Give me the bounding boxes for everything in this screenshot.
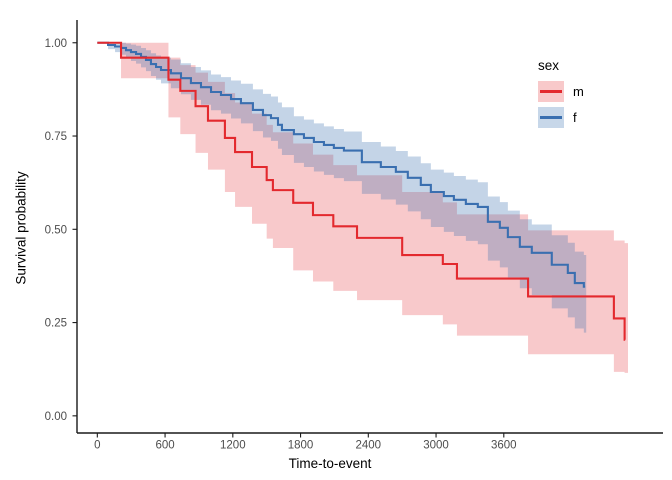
km-line-m bbox=[97, 41, 626, 341]
legend-key-f bbox=[538, 107, 564, 128]
legend-label-f: f bbox=[573, 110, 577, 125]
legend-title: sex bbox=[538, 58, 560, 73]
x-tick-label-0: 0 bbox=[94, 440, 100, 452]
legend-item-f: f bbox=[538, 107, 584, 128]
legend-key-line-m bbox=[540, 90, 562, 93]
x-tick-label-6: 3600 bbox=[491, 440, 517, 452]
legend-label-m: m bbox=[573, 84, 584, 99]
y-tick-label-4: 1.00 bbox=[45, 38, 67, 50]
x-tick-label-1: 600 bbox=[155, 440, 174, 452]
legend-key-line-f bbox=[540, 116, 562, 119]
x-tick-label-3: 1800 bbox=[288, 440, 314, 452]
x-tick-label-2: 1200 bbox=[220, 440, 246, 452]
ci-band-m bbox=[97, 42, 628, 373]
x-tick-label-5: 3000 bbox=[423, 440, 449, 452]
km-line-f bbox=[97, 41, 586, 288]
x-axis-title: Time-to-event bbox=[288, 456, 372, 471]
legend-item-m: m bbox=[538, 81, 584, 102]
legend: sex m f bbox=[538, 58, 584, 133]
y-tick-label-0: 0.00 bbox=[45, 411, 67, 423]
legend-key-m bbox=[538, 81, 564, 102]
y-axis-title: Survival probability bbox=[13, 171, 29, 285]
y-tick-label-1: 0.25 bbox=[45, 318, 67, 330]
y-tick-label-2: 0.50 bbox=[45, 224, 67, 236]
x-tick-label-4: 2400 bbox=[356, 440, 382, 452]
y-tick-label-3: 0.75 bbox=[45, 131, 67, 143]
